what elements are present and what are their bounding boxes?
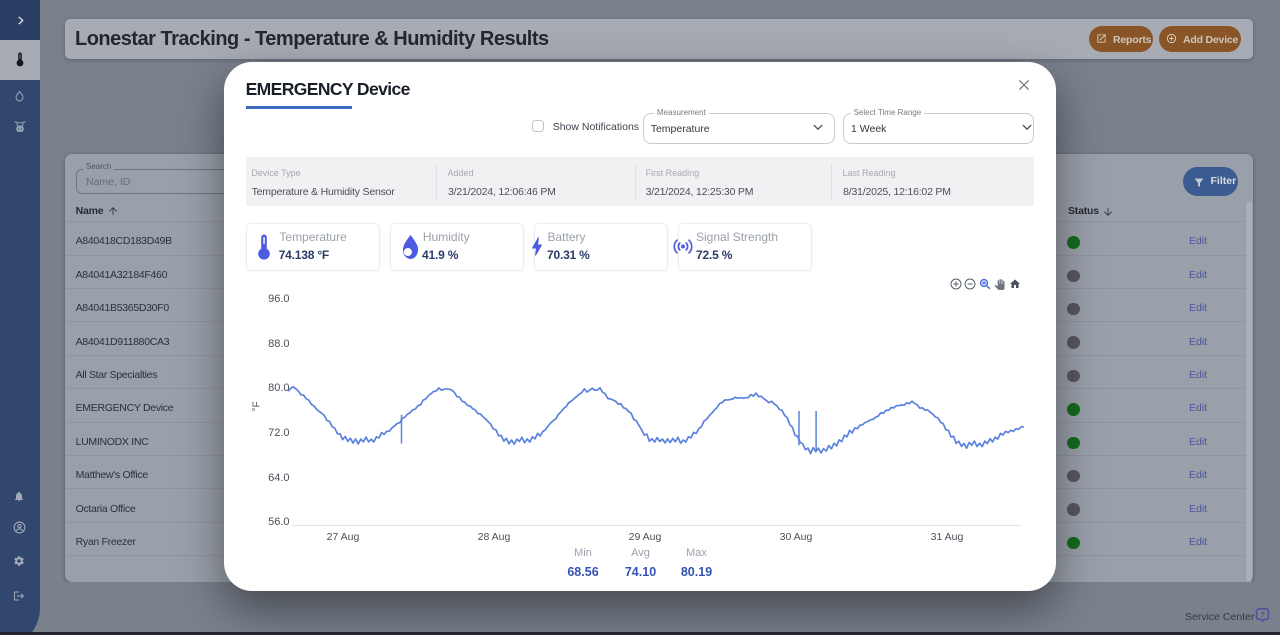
svg-text:?: ? [1260, 610, 1265, 619]
